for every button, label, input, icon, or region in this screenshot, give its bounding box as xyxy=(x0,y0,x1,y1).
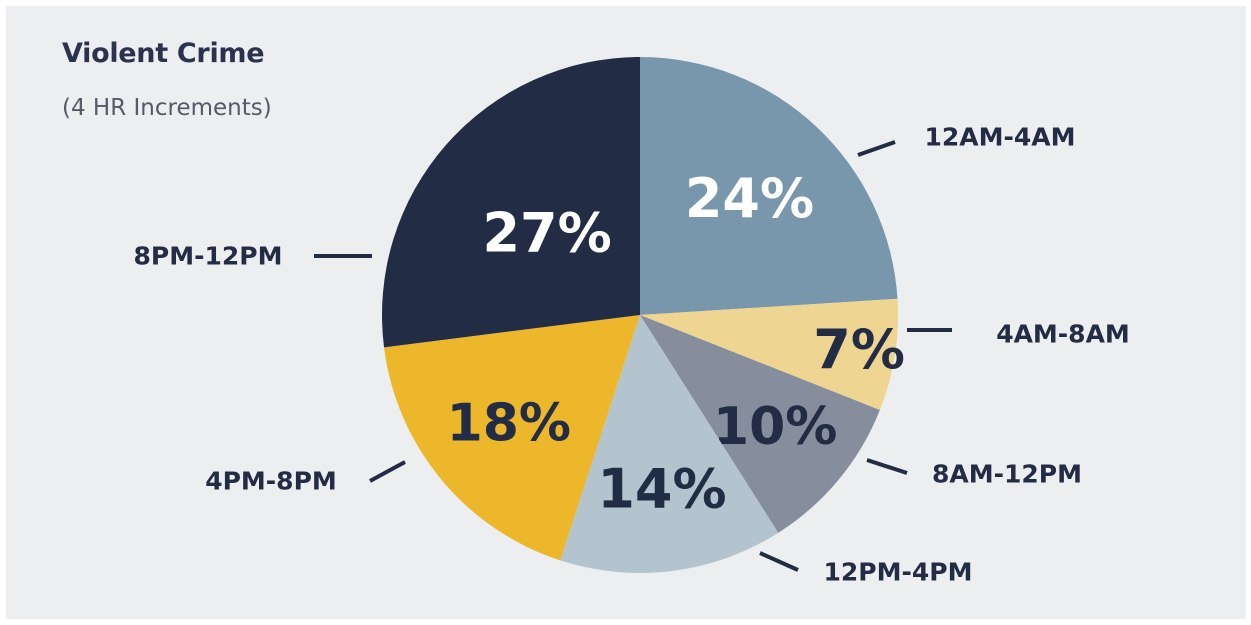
pie-slice-4pm-8pm xyxy=(384,315,640,561)
category-label: 12AM-4AM xyxy=(924,123,1075,152)
category-label: 8AM-12PM xyxy=(932,460,1082,489)
chart-title: Violent Crime xyxy=(62,38,265,69)
chart-subtitle: (4 HR Increments) xyxy=(62,95,272,121)
leader-line xyxy=(866,458,908,475)
category-label: 4AM-8AM xyxy=(996,320,1130,349)
leader-line xyxy=(759,551,799,572)
pie-slice-8pm-12pm xyxy=(381,57,640,348)
leader-line xyxy=(857,140,896,157)
slice-percent-label: 14% xyxy=(597,458,726,521)
slice-percent-label: 18% xyxy=(447,394,571,454)
category-label: 4PM-8PM xyxy=(205,467,337,496)
pie-slice-4am-8am xyxy=(640,298,898,410)
pie-slice-12pm-4pm xyxy=(560,315,779,573)
category-label: 8PM-12PM xyxy=(134,242,283,271)
slice-percent-label: 24% xyxy=(685,167,814,230)
pie-slice-8am-12pm xyxy=(640,315,880,533)
slice-percent-label: 7% xyxy=(813,318,905,381)
slice-percent-label: 27% xyxy=(482,202,611,265)
category-label: 12PM-4PM xyxy=(824,558,973,587)
slice-percent-label: 10% xyxy=(713,397,837,457)
leader-line xyxy=(369,460,406,483)
pie-slice-12am-4am xyxy=(640,57,898,315)
